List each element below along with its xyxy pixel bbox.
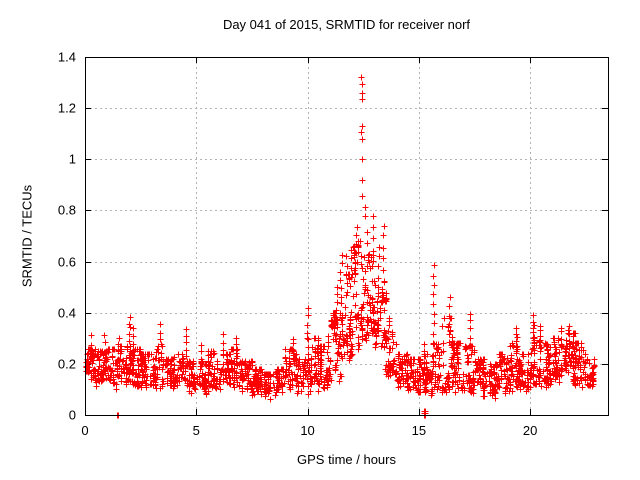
y-tick-label: 1.2 <box>57 100 76 116</box>
chart-title: Day 041 of 2015, SRMTID for receiver nor… <box>222 17 471 32</box>
y-tick-label: 0.8 <box>57 202 76 218</box>
y-tick-label: 0 <box>68 407 76 423</box>
y-tick-label: 0.4 <box>57 305 76 321</box>
plot-frame <box>85 57 609 416</box>
y-tick-label: 1 <box>68 151 76 167</box>
x-tick-label: 20 <box>522 423 538 438</box>
grid-lines <box>85 57 608 415</box>
x-tick-label: 10 <box>300 423 315 438</box>
y-tick-label: 0.6 <box>57 254 76 270</box>
x-axis-label: GPS time / hours <box>297 452 396 467</box>
x-tick-label: 0 <box>81 423 89 438</box>
x-tick-label: 5 <box>192 423 200 438</box>
x-tick-label: 15 <box>411 423 427 438</box>
y-tick-label: 1.4 <box>57 49 76 65</box>
scatter-points <box>83 74 598 419</box>
y-tick-label: 0.2 <box>57 356 76 372</box>
